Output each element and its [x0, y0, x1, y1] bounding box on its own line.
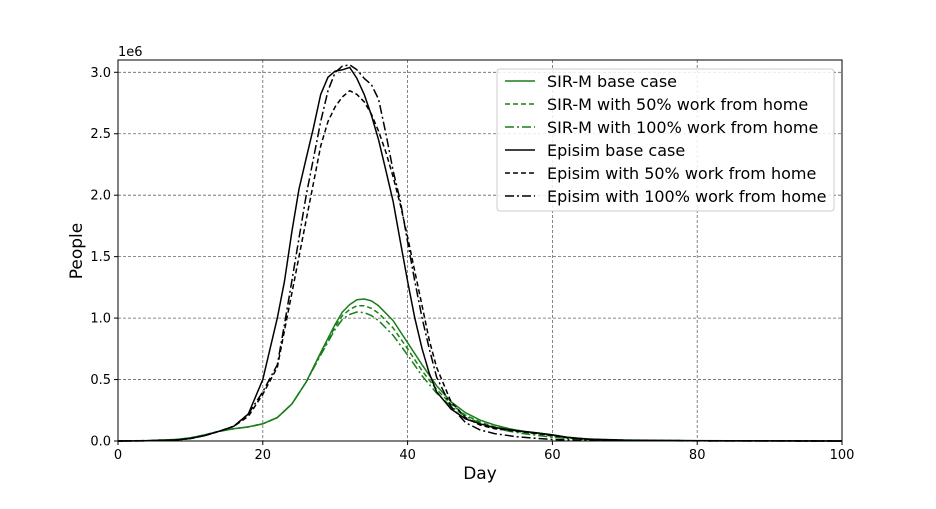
series-lines [117, 64, 843, 442]
legend-label: Episim with 50% work from home [547, 164, 816, 183]
y-offset-label: 1e6 [118, 45, 143, 60]
legend-label: Episim with 100% work from home [547, 187, 827, 206]
y-tick-label: 3.0 [90, 66, 111, 81]
grid [118, 60, 842, 441]
y-axis-label: People [67, 223, 87, 279]
legend-label: SIR-M base case [547, 72, 677, 91]
x-tick-label: 60 [544, 448, 561, 463]
x-tick-label: 80 [689, 448, 706, 463]
x-tick-label: 20 [255, 448, 272, 463]
y-tick-label: 0.0 [90, 435, 111, 450]
series-line [117, 311, 843, 442]
plot-frame [117, 59, 843, 442]
legend-label: Episim base case [547, 141, 685, 160]
ticks: 0 20 40 60 80 100 0.0 0.5 1.0 1.5 2.0 2.5 3.0 [90, 66, 854, 463]
y-tick-label: 0.5 [90, 373, 111, 388]
y-tick-label: 2.0 [90, 189, 111, 204]
y-tick-label: 1.0 [90, 312, 111, 327]
x-axis-label: Day [463, 464, 497, 484]
legend-box [496, 68, 835, 212]
x-tick-label: 100 [830, 448, 855, 463]
x-tick-label: 40 [399, 448, 416, 463]
legend-label: SIR-M with 50% work from home [547, 95, 808, 114]
legend: SIR-M base case SIR-M with 50% work from … [496, 68, 835, 212]
y-tick-label: 1.5 [90, 250, 111, 265]
y-tick-label: 2.5 [90, 127, 111, 142]
series-line [117, 89, 843, 442]
x-tick-label: 0 [114, 448, 122, 463]
legend-label: SIR-M with 100% work from home [547, 118, 818, 137]
